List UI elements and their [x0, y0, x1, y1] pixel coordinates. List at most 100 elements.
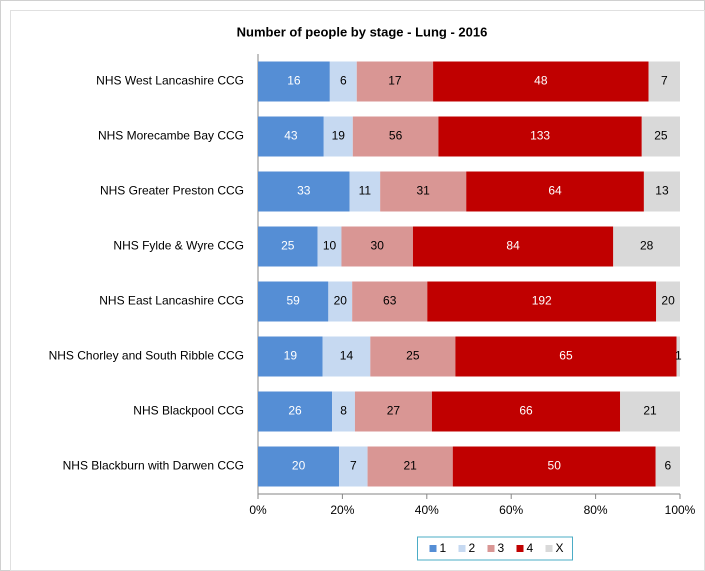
data-label: 43: [284, 129, 298, 143]
legend-swatch: [487, 545, 495, 552]
x-tick-label: 80%: [584, 503, 608, 517]
bar-segment: [367, 446, 453, 487]
bar-segment: [258, 116, 324, 157]
bar-segment: [643, 171, 680, 212]
data-label: 7: [661, 74, 668, 88]
y-tick-label: NHS West Lancashire CCG: [96, 74, 244, 88]
bar-segment: [258, 171, 350, 212]
bar-segment: [332, 391, 355, 432]
y-tick-label: NHS Blackburn with Darwen CCG: [63, 459, 244, 473]
bar-segment: [648, 61, 680, 102]
bar-segment: [613, 226, 680, 267]
data-label: 7: [350, 459, 357, 473]
data-label: 13: [655, 184, 669, 198]
data-label: 30: [371, 239, 385, 253]
bar-segment: [433, 61, 649, 102]
bar-segment: [641, 116, 680, 157]
bar-segment: [258, 446, 340, 487]
y-tick-label: NHS Blackpool CCG: [133, 404, 244, 418]
bar-segment: [352, 281, 428, 322]
bar-segment: [258, 281, 329, 322]
legend-label: 4: [527, 541, 534, 555]
bar-segment: [452, 446, 656, 487]
data-label: 56: [389, 129, 403, 143]
bar-segment: [427, 281, 657, 322]
data-label: 17: [388, 74, 402, 88]
y-tick-label: NHS Chorley and South Ribble CCG: [49, 349, 244, 363]
data-label: 20: [334, 294, 348, 308]
bar-segment: [258, 391, 333, 432]
legend-label: 2: [469, 541, 476, 555]
bar-segment: [466, 171, 644, 212]
data-label: 50: [548, 459, 562, 473]
data-label: 8: [340, 404, 347, 418]
data-label: 63: [383, 294, 397, 308]
bar-segment: [258, 336, 323, 377]
x-tick-label: 100%: [665, 503, 696, 517]
bar-segment: [339, 446, 368, 487]
data-label: 6: [664, 459, 671, 473]
x-tick-label: 40%: [415, 503, 439, 517]
legend-swatch: [458, 545, 466, 552]
data-label: 66: [519, 404, 533, 418]
data-label: 192: [532, 294, 552, 308]
data-label: 10: [323, 239, 337, 253]
bar-segment: [455, 336, 677, 377]
data-label: 14: [340, 349, 354, 363]
data-label: 26: [288, 404, 302, 418]
bar-segment: [380, 171, 467, 212]
data-label: 59: [286, 294, 300, 308]
data-label: 64: [548, 184, 562, 198]
data-label: 11: [359, 184, 372, 198]
bar-segment: [352, 116, 439, 157]
legend-label: X: [556, 541, 564, 555]
bar-segment: [317, 226, 342, 267]
data-label: 48: [534, 74, 548, 88]
data-label: 6: [340, 74, 347, 88]
x-tick-label: 0%: [249, 503, 267, 517]
y-tick-label: NHS Fylde & Wyre CCG: [113, 239, 244, 253]
bar-segment: [431, 391, 621, 432]
x-tick-label: 20%: [330, 503, 354, 517]
data-label: 28: [640, 239, 654, 253]
data-label: 19: [284, 349, 298, 363]
legend-label: 3: [498, 541, 505, 555]
y-tick-label: NHS East Lancashire CCG: [99, 294, 244, 308]
bar-segment: [328, 281, 353, 322]
data-label: 27: [387, 404, 401, 418]
data-label: 33: [297, 184, 311, 198]
y-tick-label: NHS Greater Preston CCG: [100, 184, 244, 198]
legend-box: [417, 536, 573, 561]
data-label: 25: [281, 239, 295, 253]
bar-segment: [356, 61, 434, 102]
y-tick-label: NHS Morecambe Bay CCG: [98, 129, 244, 143]
data-label: 20: [661, 294, 675, 308]
data-label: 16: [287, 74, 301, 88]
data-label: 65: [559, 349, 573, 363]
bar-segment: [258, 226, 318, 267]
bar-segment: [370, 336, 456, 377]
data-label: 21: [643, 404, 657, 418]
data-label: 19: [332, 129, 346, 143]
data-label: 84: [506, 239, 520, 253]
bar-segment: [322, 336, 371, 377]
legend-swatch: [545, 545, 553, 552]
legend-swatch: [429, 545, 437, 552]
bar-segment: [349, 171, 381, 212]
chart-title: Number of people by stage - Lung - 2016: [237, 24, 488, 39]
data-label: 20: [292, 459, 306, 473]
legend-swatch: [516, 545, 524, 552]
bar-segment: [354, 391, 432, 432]
legend-label: 1: [440, 541, 447, 555]
bar-segment: [655, 446, 680, 487]
bar-segment: [620, 391, 680, 432]
bar-segment: [329, 61, 357, 102]
bar-segment: [341, 226, 413, 267]
data-label: 25: [406, 349, 420, 363]
bar-segment: [656, 281, 680, 322]
bar-segment: [438, 116, 642, 157]
data-label: 133: [530, 129, 550, 143]
bar-segment: [258, 61, 330, 102]
bar-segment: [676, 336, 680, 377]
